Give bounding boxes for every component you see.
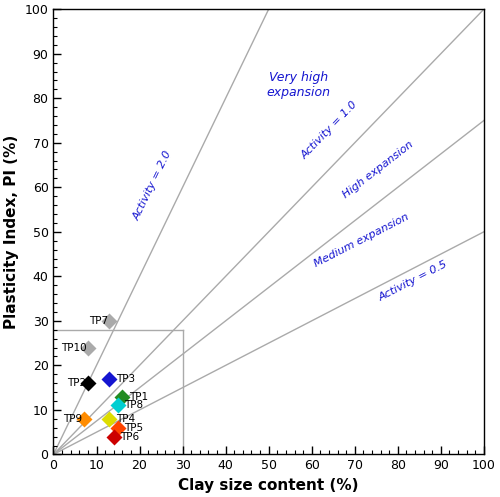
Y-axis label: Plasticity Index, PI (%): Plasticity Index, PI (%) — [4, 135, 19, 329]
Text: TP10: TP10 — [61, 342, 86, 352]
Text: Very high
expansion: Very high expansion — [267, 71, 331, 99]
Text: TP2: TP2 — [68, 378, 86, 388]
Text: TP9: TP9 — [63, 414, 82, 424]
Text: TP5: TP5 — [124, 423, 144, 433]
Text: Activity = 2.0: Activity = 2.0 — [131, 149, 174, 222]
Text: TP8: TP8 — [124, 401, 144, 411]
Text: TP6: TP6 — [120, 431, 140, 442]
Text: TP1: TP1 — [129, 392, 148, 402]
Text: High expansion: High expansion — [340, 140, 414, 200]
Text: Activity = 0.5: Activity = 0.5 — [376, 259, 449, 303]
Text: Activity = 1.0: Activity = 1.0 — [300, 99, 360, 161]
Text: TP7: TP7 — [89, 316, 108, 326]
Text: TP3: TP3 — [116, 374, 135, 384]
Text: Medium expansion: Medium expansion — [312, 212, 410, 269]
X-axis label: Clay size content (%): Clay size content (%) — [178, 478, 359, 493]
Text: TP4: TP4 — [116, 414, 135, 424]
